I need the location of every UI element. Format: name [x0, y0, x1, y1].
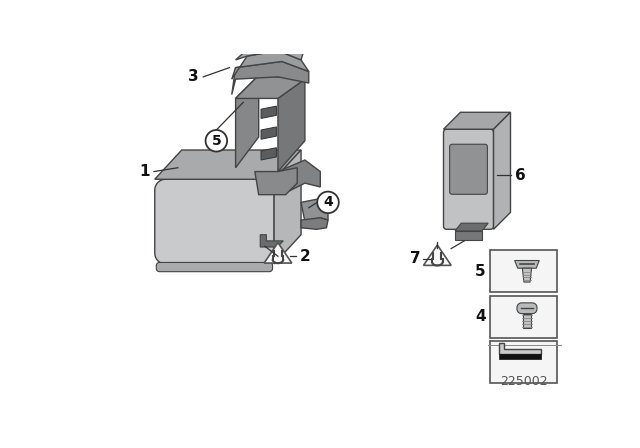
Polygon shape: [236, 43, 303, 60]
Text: 5: 5: [211, 134, 221, 148]
Polygon shape: [278, 160, 320, 191]
Text: 3: 3: [188, 69, 198, 84]
Polygon shape: [444, 129, 493, 229]
Text: 1: 1: [140, 164, 150, 179]
Polygon shape: [450, 144, 488, 194]
Polygon shape: [499, 354, 541, 359]
Polygon shape: [261, 127, 276, 139]
Polygon shape: [155, 150, 301, 179]
Polygon shape: [261, 106, 276, 118]
Polygon shape: [255, 168, 297, 195]
Text: 6: 6: [515, 168, 526, 183]
Text: 4: 4: [475, 309, 486, 324]
FancyBboxPatch shape: [490, 341, 557, 383]
Text: 225002: 225002: [500, 375, 547, 388]
Circle shape: [317, 192, 339, 213]
Circle shape: [205, 130, 227, 151]
Polygon shape: [236, 75, 305, 99]
FancyBboxPatch shape: [490, 250, 557, 293]
Polygon shape: [424, 245, 451, 265]
Polygon shape: [493, 112, 511, 229]
Text: 2: 2: [300, 249, 310, 264]
Polygon shape: [232, 61, 308, 95]
Polygon shape: [517, 303, 537, 314]
Polygon shape: [278, 79, 305, 172]
Polygon shape: [455, 231, 482, 240]
Polygon shape: [522, 268, 532, 282]
FancyBboxPatch shape: [490, 296, 557, 338]
Polygon shape: [260, 235, 284, 247]
Text: 4: 4: [323, 195, 333, 209]
Text: 5: 5: [475, 264, 486, 279]
Polygon shape: [515, 260, 540, 268]
Polygon shape: [264, 243, 292, 263]
Polygon shape: [499, 343, 541, 354]
Polygon shape: [156, 263, 273, 271]
Polygon shape: [274, 150, 301, 264]
Polygon shape: [261, 148, 276, 160]
Polygon shape: [301, 198, 328, 222]
Polygon shape: [301, 218, 328, 229]
Polygon shape: [236, 75, 259, 168]
Polygon shape: [455, 223, 488, 231]
Polygon shape: [155, 179, 274, 264]
Polygon shape: [444, 112, 511, 129]
Text: 7: 7: [410, 251, 420, 266]
Polygon shape: [232, 51, 308, 79]
Polygon shape: [523, 314, 531, 328]
